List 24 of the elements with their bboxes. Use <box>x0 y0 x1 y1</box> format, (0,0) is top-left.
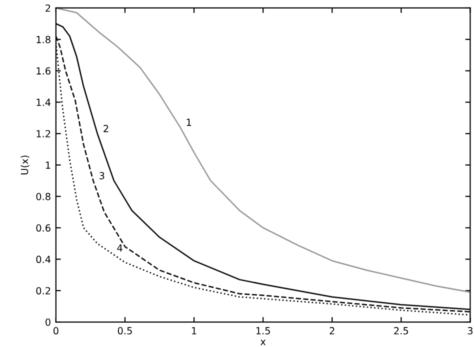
y-tick-label: 0.4 <box>36 256 51 264</box>
annotation: 3 <box>100 172 104 180</box>
y-tick-label: 0.8 <box>36 192 50 200</box>
y-tick-label: 1.4 <box>36 98 51 106</box>
y-tick-label: 1.2 <box>36 130 50 138</box>
y-tick-label: 1 <box>46 162 50 169</box>
x-tick-label: 2 <box>330 327 334 334</box>
y-tick-label: 1.6 <box>36 67 50 75</box>
x-axis-title: x <box>260 340 266 346</box>
annotation: 4 <box>117 244 122 252</box>
y-tick-label: 0 <box>46 318 50 326</box>
y-tick-label: 0.6 <box>36 224 50 232</box>
x-tick-label: 3 <box>468 327 473 334</box>
y-tick-label: 1.8 <box>36 36 50 44</box>
annotation: 2 <box>104 124 108 132</box>
x-tick-label: 1.5 <box>256 327 270 334</box>
x-tick-label: 1 <box>192 327 196 334</box>
y-tick-label: 0.2 <box>36 287 50 294</box>
annotation: 1 <box>186 118 192 126</box>
x-tick-label: 2.5 <box>394 327 408 334</box>
y-tick-label: 2 <box>46 4 50 12</box>
y-axis-title: U(x) <box>20 156 30 174</box>
x-tick-label: 0 <box>53 327 58 334</box>
x-tick-label: 0.5 <box>118 327 132 334</box>
